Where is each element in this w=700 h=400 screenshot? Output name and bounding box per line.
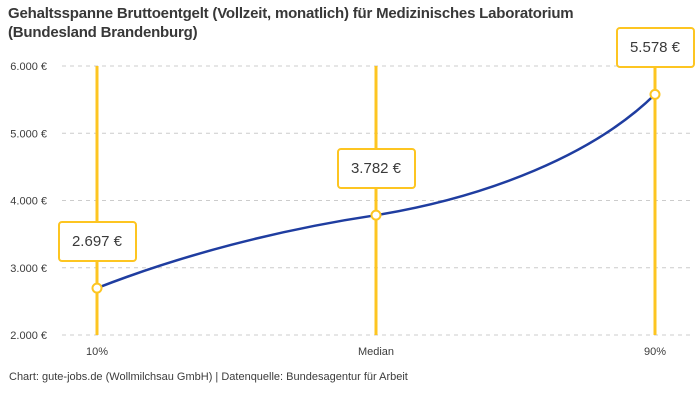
- chart-footer: Chart: gute-jobs.de (Wollmilchsau GmbH) …: [9, 371, 408, 383]
- x-tick-label: Median: [358, 346, 394, 358]
- y-tick-label: 5.000 €: [10, 128, 47, 140]
- value-label: 2.697 €: [57, 221, 137, 263]
- data-point-marker[interactable]: [91, 282, 103, 294]
- data-point-marker[interactable]: [370, 209, 382, 221]
- y-tick-label: 6.000 €: [10, 61, 47, 73]
- page-title: Gehaltsspanne Bruttoentgelt (Vollzeit, m…: [8, 5, 574, 41]
- y-tick-label: 4.000 €: [10, 196, 47, 208]
- value-label: 3.782 €: [336, 148, 416, 190]
- y-tick-label: 3.000 €: [10, 263, 47, 275]
- x-tick-label: 90%: [644, 346, 666, 358]
- value-label: 5.578 €: [615, 27, 695, 69]
- x-tick-label: 10%: [86, 346, 108, 358]
- data-point-marker[interactable]: [649, 88, 661, 100]
- y-tick-label: 2.000 €: [10, 330, 47, 342]
